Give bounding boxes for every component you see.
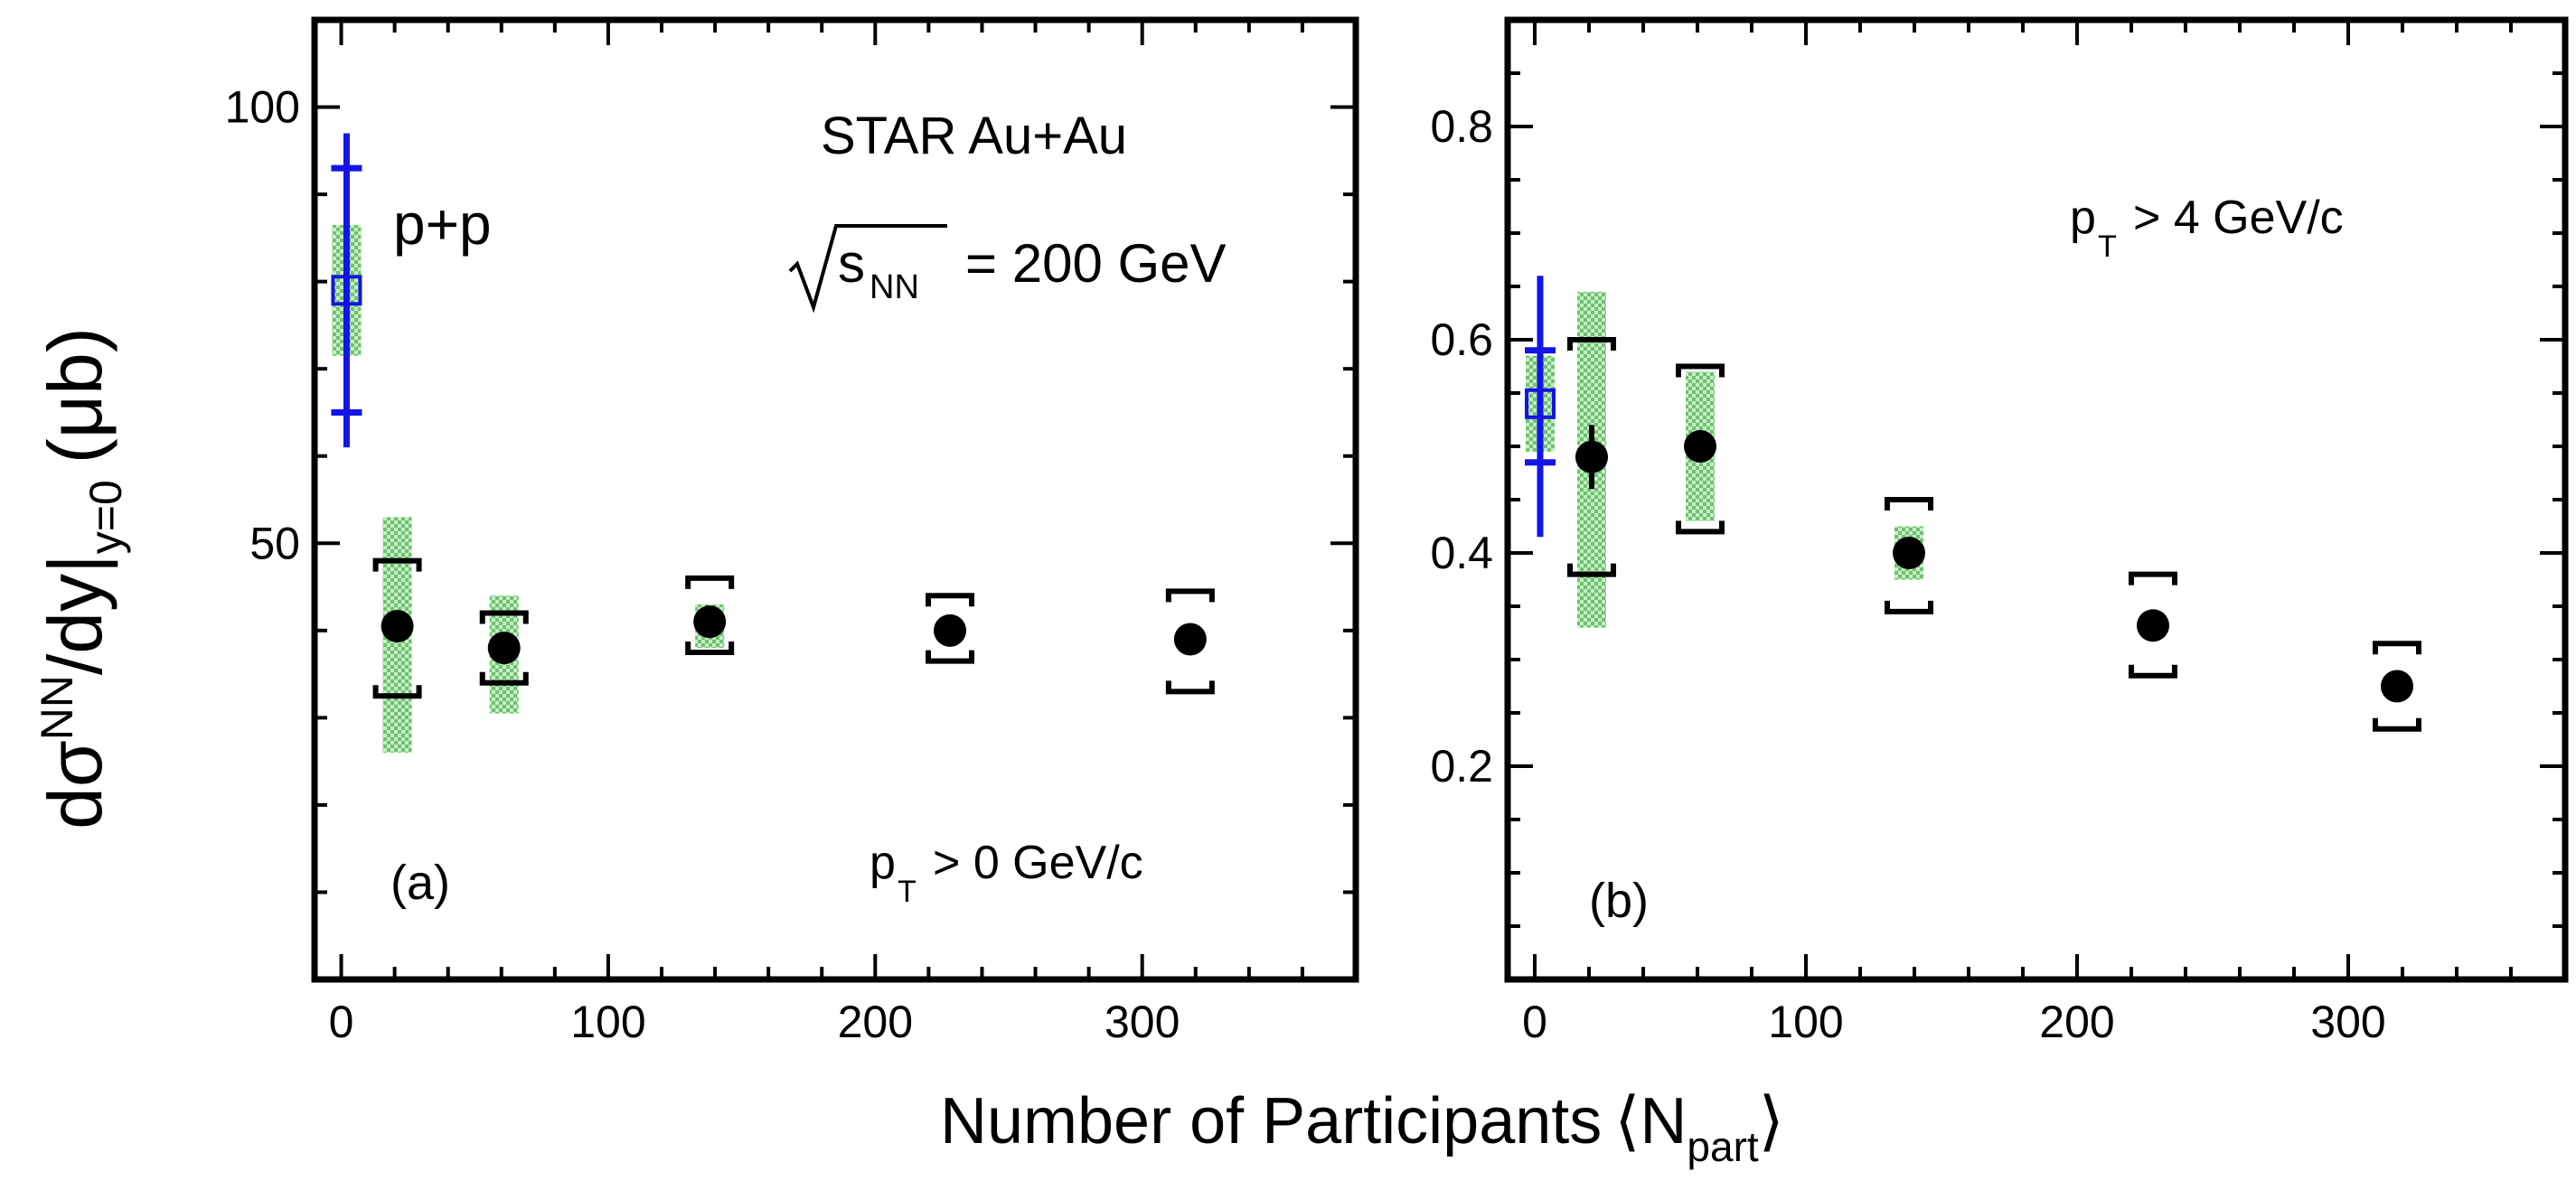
sys-bracket-top <box>2129 571 2177 585</box>
panel-a-experiment-label: STAR Au+Au <box>821 107 1127 165</box>
panel-a: 0 100 200 300 50 100 STAR Au+Au s NN = 200 Ge… <box>225 16 1359 1047</box>
x-tick-label: 0 <box>329 997 354 1047</box>
y-tick-label: 50 <box>249 518 300 568</box>
panel-b: 0 100 200 300 0.2 0.4 0.6 0.8 p T > 4 GeV/c (b) <box>1430 16 2569 1047</box>
pp-data-point <box>1525 388 1556 419</box>
y-label-mid: /dy| <box>33 554 118 675</box>
data-point <box>2137 609 2169 642</box>
sqrt-sign <box>788 224 947 314</box>
data-point <box>934 614 967 647</box>
data-point <box>487 632 521 665</box>
energy-value: = 200 GeV <box>965 233 1227 294</box>
sys-bracket-top <box>2373 641 2421 655</box>
panel-b-cut-label: p T > 4 GeV/c <box>2070 192 2344 264</box>
x-tick-label: 300 <box>1105 997 1180 1047</box>
panel-a-energy-label: s NN = 200 GeV <box>788 224 1227 314</box>
cut-b-p: p <box>2070 192 2096 244</box>
y-label-sup: NN <box>32 675 82 740</box>
cut-b-sub: T <box>2098 229 2117 264</box>
sys-bracket-top <box>1165 588 1215 603</box>
panel-b-marks <box>1525 276 2421 732</box>
pp-label: p+p <box>393 192 492 257</box>
x-label-close: ⟩ <box>1759 1085 1784 1157</box>
x-label-main: Number of Participants <box>940 1085 1602 1157</box>
panel-a-label: (a) <box>390 856 450 910</box>
x-tick-label: 100 <box>570 997 645 1047</box>
data-point <box>1893 537 1925 569</box>
y-label-sub: y=0 <box>80 480 131 554</box>
data-point <box>2381 670 2413 703</box>
sys-bracket-bottom <box>1676 520 1725 535</box>
sys-bracket-top <box>1885 497 1933 511</box>
x-tick-label: 200 <box>838 997 913 1047</box>
x-label-open: ⟨N <box>1614 1085 1687 1157</box>
sys-bracket-top <box>372 557 422 572</box>
sys-bracket-bottom <box>1567 563 1616 577</box>
y-label-unit: (μb) <box>33 327 118 464</box>
data-point <box>1173 623 1207 656</box>
sys-bracket-top <box>1567 337 1616 351</box>
sys-bracket-bottom <box>1165 680 1215 695</box>
energy-sub: NN <box>870 268 919 306</box>
cut-a-sub: T <box>898 875 917 909</box>
panel-b-frame <box>1504 16 2569 983</box>
data-point <box>1575 440 1608 473</box>
panel-b-ticks <box>1508 18 2567 979</box>
cut-b-rest: > 4 GeV/c <box>2133 192 2344 244</box>
panel-b-tick-labels: 0 100 200 300 0.2 0.4 0.6 0.8 <box>1430 101 2385 1047</box>
panel-a-tick-labels: 0 100 200 300 50 100 <box>225 82 1180 1047</box>
cut-a-p: p <box>870 837 896 889</box>
y-tick-label: 0.6 <box>1430 314 1493 365</box>
data-point <box>693 605 727 639</box>
x-tick-label: 200 <box>2039 997 2114 1047</box>
panel-a-marks <box>331 133 1215 699</box>
y-tick-label: 0.2 <box>1430 741 1493 792</box>
x-tick-label: 100 <box>1768 997 1843 1047</box>
sys-bracket-bottom <box>372 685 422 699</box>
sys-bracket-bottom <box>685 641 735 655</box>
panel-b-label: (b) <box>1589 874 1649 928</box>
data-point <box>381 609 414 642</box>
data-point <box>1684 430 1716 463</box>
x-tick-label: 0 <box>1522 997 1547 1047</box>
panel-a-cut-label: p T > 0 GeV/c <box>870 837 1143 909</box>
sys-bracket-top <box>685 575 735 589</box>
y-tick-label: 0.8 <box>1430 101 1493 152</box>
sys-bracket-bottom <box>2373 717 2421 732</box>
panel-a-frame <box>311 16 1359 983</box>
x-label-sub: part <box>1687 1123 1758 1170</box>
energy-s: s <box>838 233 865 294</box>
y-tick-label: 0.4 <box>1430 528 1493 578</box>
sys-bracket-bottom <box>926 650 975 664</box>
y-tick-label: 100 <box>225 82 300 133</box>
cut-a-rest: > 0 GeV/c <box>933 837 1143 889</box>
y-label-main: dσ <box>33 740 118 829</box>
sys-bracket-top <box>1676 363 1725 378</box>
x-axis-label: Number of Participants ⟨Npart⟩ <box>940 1085 1784 1170</box>
sys-bracket-bottom <box>479 671 529 686</box>
sys-bracket-bottom <box>1885 600 1933 614</box>
sys-bracket-top <box>479 610 529 624</box>
x-tick-label: 300 <box>2310 997 2385 1047</box>
y-axis-label: dσNN/dy|y=0 (μb) <box>32 327 131 829</box>
sys-bracket-bottom <box>2129 664 2177 679</box>
sys-bracket-top <box>926 593 975 607</box>
pp-data-point <box>331 275 362 306</box>
